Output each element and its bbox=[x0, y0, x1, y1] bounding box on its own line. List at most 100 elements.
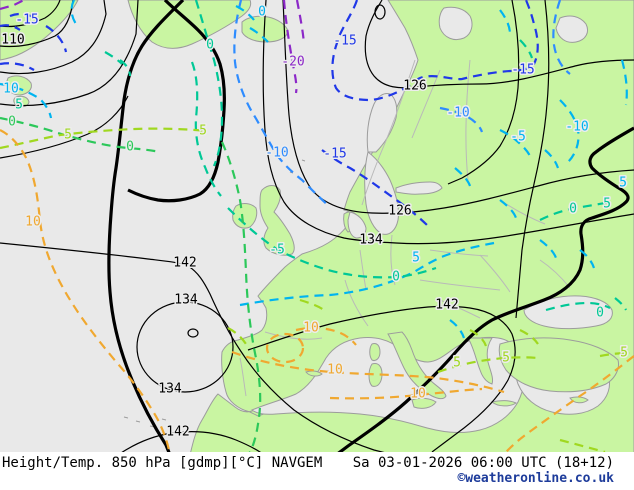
temp-contour-minus15-main bbox=[332, 0, 537, 100]
temperature-label: 10 bbox=[3, 82, 19, 97]
temperature-label: -5 bbox=[269, 243, 285, 258]
temperature-label: 5 bbox=[15, 98, 23, 113]
temperature-label: 0 bbox=[206, 38, 214, 53]
med-lands bbox=[124, 160, 619, 427]
sea-mediterranean bbox=[252, 337, 525, 432]
temperature-label: 5 bbox=[453, 356, 461, 371]
temp-contour-orange-br bbox=[506, 356, 634, 452]
temperature-label: 0 bbox=[596, 306, 604, 321]
temperature-label: -15 bbox=[323, 147, 346, 162]
temperature-label: 10 bbox=[25, 215, 41, 230]
temperature-label: -10 bbox=[265, 146, 288, 161]
country-borders bbox=[240, 60, 570, 396]
valid-time: Sa 03-01-2026 06:00 UTC (18+12) bbox=[352, 455, 614, 471]
temp-contour-yg-w bbox=[0, 129, 208, 148]
height-label: 126 bbox=[403, 79, 426, 94]
height-contour-e2 bbox=[516, 0, 549, 318]
temp-contour-minus15-se bbox=[322, 150, 428, 226]
land-sardinia bbox=[369, 363, 382, 386]
temp-contour-minus20 bbox=[0, 0, 304, 93]
height-label: 134 bbox=[359, 233, 383, 248]
temperature-label: 5 bbox=[603, 197, 611, 212]
temp-contour-teal-3 bbox=[228, 208, 436, 277]
border-lines bbox=[240, 60, 570, 396]
land-sicily bbox=[412, 398, 436, 408]
temperature-label: 0 bbox=[392, 270, 400, 285]
sea-bothnia bbox=[367, 93, 397, 152]
temperature-label: -15 bbox=[511, 63, 534, 78]
temperature-label: -15 bbox=[15, 13, 38, 28]
sea-white-sea bbox=[439, 7, 587, 42]
height-contour-142e bbox=[248, 306, 515, 452]
land-greece bbox=[468, 338, 493, 384]
height-contour-142w bbox=[0, 243, 394, 452]
height-contour-e1 bbox=[448, 0, 519, 184]
temperature-label: 10 bbox=[410, 387, 426, 402]
temp-contour-yg-se bbox=[228, 300, 630, 452]
temperature-label: -15 bbox=[333, 34, 356, 49]
height-label: 142 bbox=[435, 298, 458, 313]
temperature-label: -10 bbox=[565, 120, 588, 135]
temperature-label: 5 bbox=[64, 128, 72, 143]
azores-islets bbox=[124, 160, 305, 427]
temperature-label: -20 bbox=[281, 55, 304, 70]
land-uk bbox=[260, 186, 294, 256]
land-italy bbox=[388, 332, 446, 399]
land-ireland bbox=[233, 204, 257, 229]
temperature-label: 0 bbox=[8, 115, 16, 130]
weather-map: 110 126 126 134 142 134 134 142 142 -15 -20 -15 -15 -… bbox=[0, 0, 634, 452]
height-contour-azores-center bbox=[188, 329, 198, 337]
height-label: 134 bbox=[158, 382, 182, 397]
copyright-text: ©weatheronline.co.uk bbox=[457, 471, 614, 486]
sea-gulf-finland bbox=[396, 182, 442, 194]
temp-contour-minus10 bbox=[234, 0, 330, 207]
temperature-label: 0 bbox=[569, 202, 577, 217]
temperature-label: -5 bbox=[510, 130, 526, 145]
height-label: 110 bbox=[1, 33, 24, 48]
bold-contour bbox=[336, 128, 634, 452]
temp-contour-orange-w bbox=[0, 130, 170, 452]
land-corsica bbox=[370, 343, 380, 360]
height-contour bbox=[0, 0, 60, 27]
contour-labels: 110 126 126 134 142 134 134 142 142 -15 -20 -15 -15 -… bbox=[0, 3, 629, 441]
land-greenland-islets bbox=[6, 76, 31, 107]
chart-title: Height/Temp. 850 hPa [gdmp][°C] NAVGEM bbox=[2, 455, 323, 471]
temperature-label: 5 bbox=[199, 124, 207, 139]
land-crete bbox=[492, 401, 516, 406]
height-contour-142s bbox=[118, 432, 264, 452]
land-turkey bbox=[499, 338, 618, 392]
height-contour-azores134 bbox=[137, 302, 233, 392]
temp-contour-minus10-ne bbox=[440, 0, 570, 132]
temperature-label: 5 bbox=[502, 351, 510, 366]
temp-contour-cyan-ne bbox=[500, 10, 627, 162]
temp-contour-green-mid bbox=[222, 142, 260, 452]
height-contour bbox=[0, 0, 73, 47]
temp-contour-teal-2 bbox=[105, 52, 221, 196]
height-label: 126 bbox=[388, 204, 411, 219]
temperature-label: 5 bbox=[619, 176, 627, 191]
height-contour-126 bbox=[283, 0, 634, 213]
height-contour bbox=[0, 0, 106, 74]
land-cyprus bbox=[570, 397, 588, 403]
sea-kattegat bbox=[348, 212, 366, 238]
temp-contours bbox=[0, 0, 634, 452]
bold-contour bbox=[109, 0, 183, 452]
height-label: 142 bbox=[166, 425, 189, 440]
temp-contour-orange-ring bbox=[267, 334, 303, 362]
land-greenland-band bbox=[128, 0, 251, 48]
height-contour-134 bbox=[263, 0, 634, 244]
temp-contour-teal-1 bbox=[196, 0, 222, 166]
temperature-label: -10 bbox=[446, 106, 469, 121]
temperature-label: 5 bbox=[412, 251, 420, 266]
height-contour-126n bbox=[365, 0, 634, 88]
height-label: 134 bbox=[174, 293, 198, 308]
temp-contour-teal-e bbox=[520, 40, 626, 310]
height-label: 142 bbox=[173, 256, 196, 271]
caption-bar: Height/Temp. 850 hPa [gdmp][°C] NAVGEM S… bbox=[0, 452, 634, 490]
temperature-label: 10 bbox=[327, 363, 343, 378]
height-contour bbox=[0, 0, 138, 106]
temperature-label: 10 bbox=[303, 321, 319, 336]
temperature-label: 0 bbox=[258, 5, 266, 20]
temperature-label: 0 bbox=[126, 140, 134, 155]
